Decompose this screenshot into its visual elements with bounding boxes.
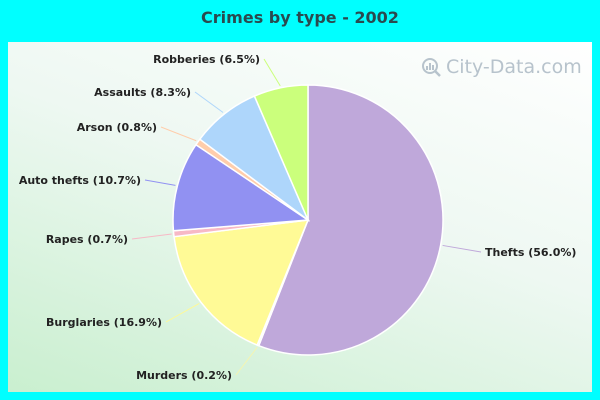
slice-label: Burglaries (16.9%) — [46, 316, 162, 329]
leader-line — [165, 302, 200, 323]
leader-line — [194, 91, 224, 113]
leader-line — [144, 179, 176, 186]
slice-label: Auto thefts (10.7%) — [19, 174, 141, 187]
leader-line — [263, 58, 281, 87]
leader-line — [160, 126, 197, 142]
slice-label: Robberies (6.5%) — [153, 53, 260, 66]
slice-label: Thefts (56.0%) — [485, 246, 576, 259]
pie-slice-thefts — [257, 84, 444, 356]
watermark-text: City-Data.com — [446, 56, 582, 78]
slice-label: Murders (0.2%) — [136, 369, 232, 382]
leader-line — [442, 244, 482, 253]
watermark: City-Data.com — [420, 56, 582, 78]
slice-label: Rapes (0.7%) — [46, 233, 128, 246]
slice-label: Assaults (8.3%) — [94, 86, 191, 99]
pie-slice-auto-thefts — [172, 143, 311, 232]
pie-slice-robberies — [253, 84, 309, 221]
slice-label: Arson (0.8%) — [77, 121, 157, 134]
magnifier-chart-icon — [422, 58, 441, 77]
chart-title: Crimes by type - 2002 — [201, 8, 399, 27]
pie-slice-burglaries — [173, 219, 310, 347]
leader-line — [235, 346, 258, 376]
leader-line — [131, 233, 172, 240]
